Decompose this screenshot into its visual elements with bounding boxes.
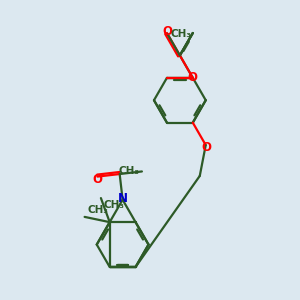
Text: O: O (202, 141, 212, 154)
Text: N: N (118, 192, 128, 205)
Text: CH₃: CH₃ (103, 200, 124, 210)
Text: O: O (92, 172, 102, 186)
Text: CH₃: CH₃ (87, 205, 108, 215)
Text: CH₃: CH₃ (171, 29, 192, 39)
Text: O: O (162, 26, 172, 38)
Text: CH₃: CH₃ (118, 167, 140, 176)
Text: O: O (187, 71, 197, 84)
